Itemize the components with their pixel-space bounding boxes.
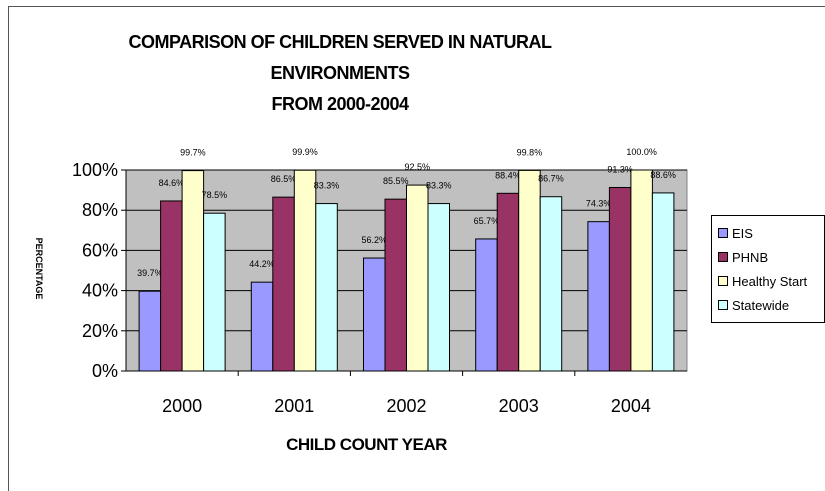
legend-item-phnb: PHNB [718, 245, 824, 269]
x-tick-label: 2000 [162, 396, 202, 416]
x-axis-title: CHILD COUNT YEAR [286, 435, 447, 454]
legend-swatch-healthy-start [718, 276, 728, 286]
data-label: 100.0% [626, 147, 657, 157]
data-label: 56.2% [361, 235, 387, 245]
legend-item-statewide: Statewide [718, 293, 824, 317]
x-tick-label: 2002 [386, 396, 426, 416]
data-label: 99.9% [292, 147, 318, 157]
chart-title-line-1: COMPARISON OF CHILDREN SERVED IN NATURAL [128, 32, 552, 52]
bar-phnb-2004 [608, 186, 632, 372]
bar-eis-2000 [138, 290, 162, 372]
data-label: 91.3% [607, 164, 633, 174]
y-tick-label: 40% [82, 281, 118, 301]
y-tick-label: 0% [92, 361, 118, 381]
bar-eis-2001 [250, 281, 274, 372]
legend-swatch-phnb [718, 252, 728, 262]
data-label: 99.7% [180, 148, 206, 158]
y-tick-label: 80% [82, 200, 118, 220]
data-label: 74.3% [586, 199, 612, 209]
chart-title-line-3: FROM 2000-2004 [271, 94, 409, 114]
bar-healthy-start-2003 [518, 169, 541, 372]
data-label: 88.4% [495, 170, 521, 180]
x-tick-label: 2001 [274, 396, 314, 416]
y-tick-label: 20% [82, 321, 118, 341]
data-label: 86.7% [538, 174, 564, 184]
data-label: 84.6% [159, 178, 185, 188]
data-label: 65.7% [474, 216, 500, 226]
data-label: 83.3% [426, 181, 452, 191]
bar-statewide-2001 [315, 203, 338, 372]
legend-label-phnb: PHNB [732, 249, 769, 265]
legend-label-eis: EIS [732, 225, 753, 241]
bar-healthy-start-2001 [293, 169, 317, 372]
data-label: 88.6% [650, 170, 676, 180]
bar-statewide-2000 [203, 212, 226, 372]
bar-healthy-start-2004 [630, 169, 653, 372]
data-label: 92.5% [404, 162, 430, 172]
data-label: 86.5% [271, 174, 297, 184]
bar-statewide-2002 [427, 203, 450, 372]
y-axis-title: PERCENTAGE [34, 238, 44, 300]
data-label: 85.5% [383, 176, 409, 186]
legend-label-healthy-start: Healthy Start [732, 273, 808, 289]
bar-phnb-2002 [384, 198, 407, 372]
x-tick-label: 2003 [499, 396, 539, 416]
legend-item-healthy-start: Healthy Start [718, 269, 824, 293]
x-tick-label: 2004 [611, 396, 651, 416]
bar-healthy-start-2000 [181, 170, 205, 372]
chart-title: COMPARISON OF CHILDREN SERVED IN NATURAL… [120, 27, 560, 120]
data-label: 99.8% [517, 147, 543, 157]
bar-phnb-2003 [496, 192, 520, 372]
chart-title-line-2: ENVIRONMENTS [270, 63, 410, 83]
bar-phnb-2001 [272, 196, 295, 372]
chart-legend: EIS PHNB Healthy Start Statewide [711, 215, 825, 323]
chart-frame [8, 6, 825, 491]
data-label: 78.5% [202, 190, 228, 200]
bar-healthy-start-2002 [406, 184, 429, 372]
legend-swatch-statewide [718, 300, 728, 310]
bar-eis-2002 [363, 257, 386, 372]
data-label: 83.3% [314, 181, 340, 191]
y-tick-label: 60% [82, 240, 118, 260]
bar-phnb-2000 [160, 200, 183, 372]
bar-eis-2004 [587, 221, 610, 372]
legend-label-statewide: Statewide [732, 297, 790, 313]
bar-eis-2003 [475, 238, 498, 372]
legend-swatch-eis [718, 228, 728, 238]
legend-item-eis: EIS [718, 221, 824, 245]
data-label: 44.2% [249, 259, 275, 269]
bar-statewide-2003 [539, 196, 563, 372]
y-tick-label: 100% [72, 160, 118, 180]
bar-statewide-2004 [651, 192, 675, 372]
data-label: 39.7% [137, 268, 163, 278]
